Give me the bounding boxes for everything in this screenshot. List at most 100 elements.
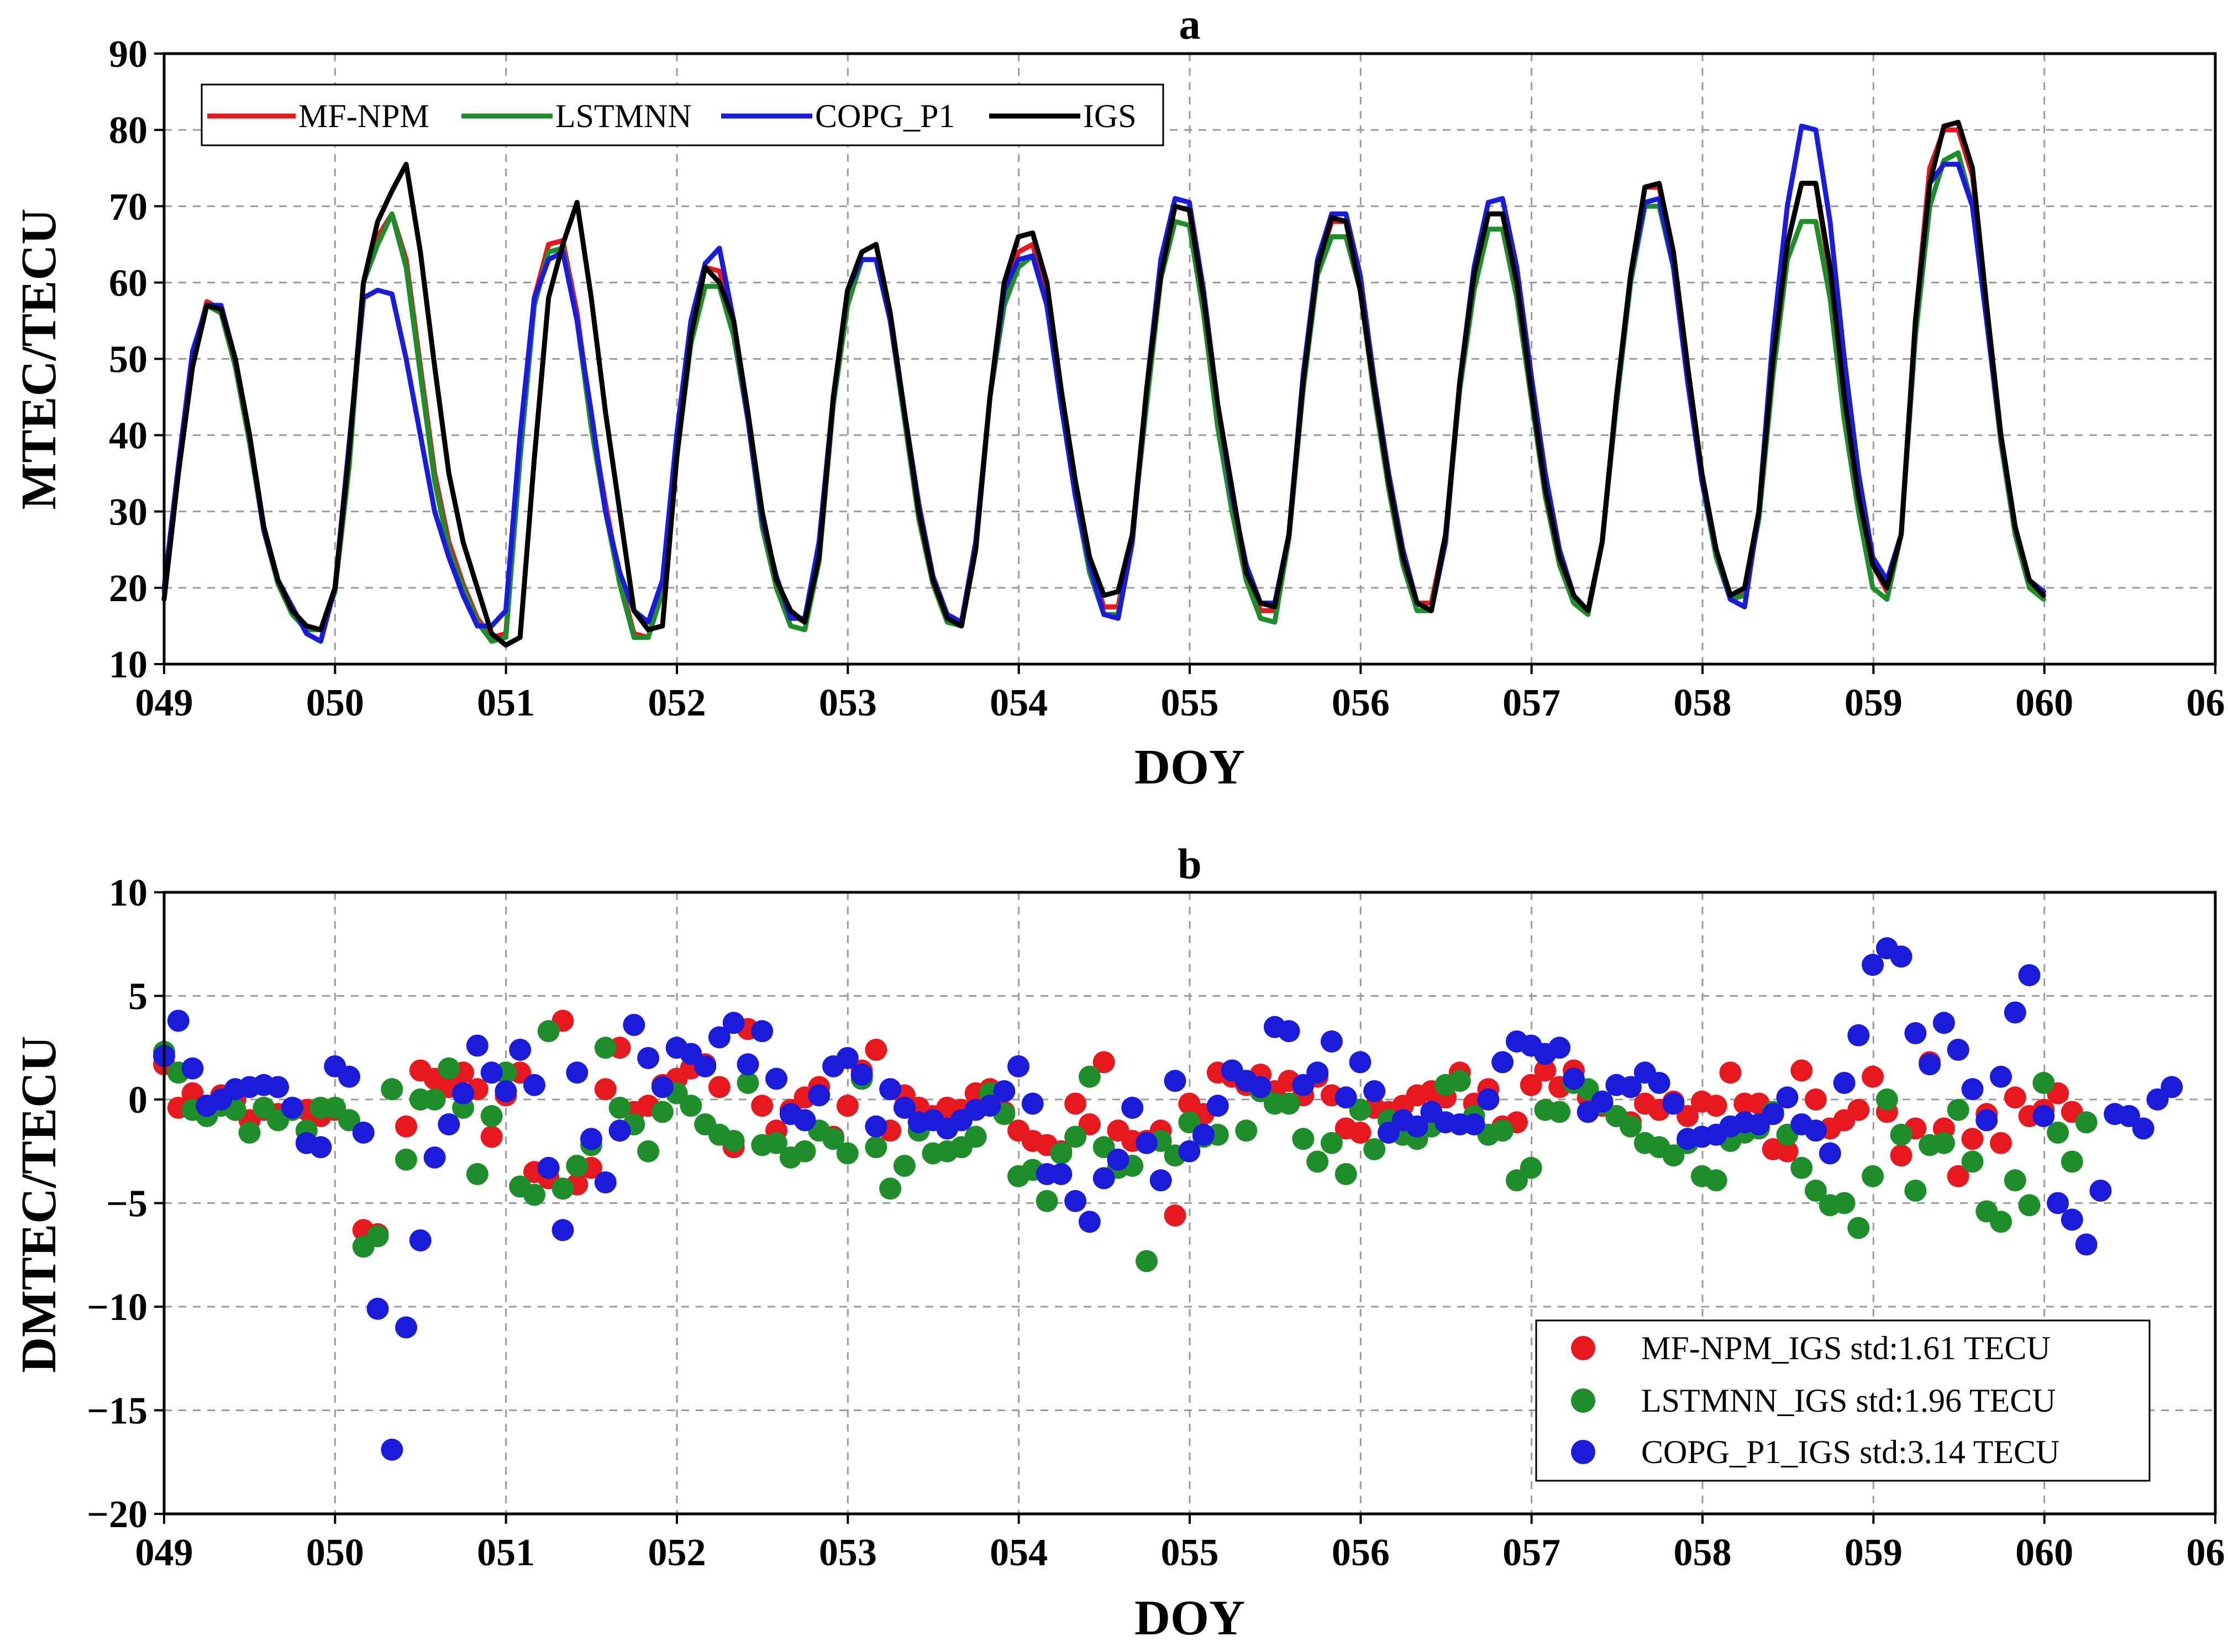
point-lstmnn-igs [1505, 1169, 1528, 1192]
a-xtick-label: 049 [135, 682, 193, 724]
point-mf-npm-igs [1078, 1113, 1101, 1135]
point-copg-p1-igs [267, 1076, 290, 1098]
panel-a-series [161, 119, 2046, 648]
point-copg-p1-igs [338, 1065, 360, 1088]
point-lstmnn-igs [1092, 1136, 1115, 1159]
point-lstmnn-igs [438, 1057, 460, 1080]
point-lstmnn-igs [1349, 1098, 1372, 1121]
point-copg-p1-igs [979, 1095, 1001, 1117]
point-lstmnn-igs [338, 1109, 360, 1132]
a-xtick-label: 060 [2015, 682, 2073, 724]
series-line-lstmnn [161, 150, 2046, 644]
point-lstmnn-igs [551, 1177, 574, 1200]
point-copg-p1-igs [2004, 1001, 2026, 1024]
point-copg-p1-igs [1136, 1132, 1158, 1154]
legend-label-igs: IGS [1083, 98, 1137, 134]
b-xtick-label: 050 [306, 1532, 364, 1574]
point-lstmnn-igs [2061, 1150, 2083, 1173]
a-ytick-label: 20 [109, 567, 148, 610]
point-lstmnn-igs [1306, 1150, 1329, 1173]
point-mf-npm-igs [1890, 1144, 1912, 1167]
point-lstmnn-igs [1334, 1163, 1357, 1185]
b-xtick-label: 054 [990, 1532, 1048, 1574]
point-copg-p1-igs [2075, 1233, 2098, 1256]
point-copg-p1-igs [850, 1064, 873, 1086]
point-lstmnn-igs [1947, 1098, 1969, 1121]
legend-marker-lstmnn-igs [1571, 1388, 1595, 1413]
point-copg-p1-igs [2047, 1192, 2069, 1214]
point-copg-p1-igs [352, 1122, 375, 1144]
point-copg-p1-igs [1192, 1123, 1215, 1146]
point-mf-npm-igs [594, 1078, 617, 1101]
point-lstmnn-igs [1278, 1092, 1300, 1115]
point-copg-p1-igs [1378, 1122, 1400, 1144]
point-copg-p1-igs [893, 1097, 916, 1119]
point-copg-p1-igs [580, 1128, 602, 1150]
point-lstmnn-igs [1178, 1111, 1201, 1134]
point-mf-npm-igs [1719, 1061, 1742, 1084]
point-lstmnn-igs [765, 1132, 787, 1154]
point-copg-p1-igs [765, 1067, 787, 1090]
a-xtick-label: 050 [306, 682, 364, 724]
b-ytick-label: −20 [87, 1493, 148, 1536]
point-copg-p1-igs [708, 1026, 731, 1049]
point-copg-p1-igs [1805, 1119, 1827, 1142]
point-copg-p1-igs [1306, 1061, 1329, 1084]
panel-b-title: b [1178, 840, 1201, 888]
point-copg-p1-igs [1164, 1070, 1186, 1092]
point-lstmnn-igs [523, 1183, 545, 1206]
point-lstmnn-igs [1136, 1250, 1158, 1272]
point-copg-p1-igs [1919, 1053, 1941, 1076]
a-ytick-label: 90 [109, 33, 148, 76]
panel-a-legend: MF-NPM LSTMNN COPG_P1 IGS [201, 83, 1164, 146]
point-lstmnn-igs [1890, 1123, 1912, 1146]
point-copg-p1-igs [608, 1119, 631, 1142]
point-lstmnn-igs [324, 1097, 346, 1119]
point-lstmnn-igs [1064, 1125, 1087, 1148]
b-xtick-label: 053 [819, 1532, 877, 1574]
panel-b-legend: MF-NPM_IGS std:1.61 TECU LSTMNN_IGS std:… [1535, 1319, 2151, 1482]
point-copg-p1-igs [509, 1039, 532, 1061]
b-ytick-label: 10 [109, 872, 148, 914]
point-copg-p1-igs [1990, 1065, 2012, 1088]
point-copg-p1-igs [1206, 1095, 1229, 1117]
point-lstmnn-igs [680, 1095, 702, 1117]
point-copg-p1-igs [1249, 1076, 1272, 1098]
point-copg-p1-igs [993, 1080, 1016, 1102]
panel-b-xlabel: DOY [1134, 1591, 1245, 1645]
point-lstmnn-igs [1805, 1180, 1827, 1202]
point-copg-p1-igs [1833, 1072, 1856, 1094]
point-lstmnn-igs [836, 1142, 859, 1165]
point-lstmnn-igs [1050, 1142, 1073, 1165]
point-lstmnn-igs [794, 1140, 816, 1162]
point-mf-npm-igs [1677, 1105, 1699, 1127]
point-copg-p1-igs [1334, 1086, 1357, 1109]
point-lstmnn-igs [1790, 1156, 1813, 1179]
point-lstmnn-igs [1862, 1165, 1884, 1187]
a-xtick-label: 055 [1161, 682, 1219, 724]
point-mf-npm-igs [1961, 1128, 1984, 1150]
a-xtick-label: 061 [2187, 682, 2228, 724]
point-lstmnn-igs [1990, 1211, 2012, 1233]
point-mf-npm-igs [1520, 1074, 1542, 1096]
point-lstmnn-igs [651, 1101, 674, 1123]
point-copg-p1-igs [1890, 945, 1912, 968]
point-lstmnn-igs [722, 1130, 745, 1152]
point-lstmnn-igs [1548, 1101, 1571, 1123]
point-mf-npm-igs [181, 1082, 204, 1104]
point-copg-p1-igs [2117, 1105, 2140, 1127]
a-xtick-label: 053 [819, 682, 877, 724]
point-lstmnn-igs [1235, 1119, 1258, 1142]
point-mf-npm-igs [1092, 1051, 1115, 1074]
b-ytick-label: −5 [106, 1183, 148, 1225]
b-xtick-label: 056 [1332, 1532, 1390, 1574]
point-copg-p1-igs [1947, 1039, 1969, 1061]
b-xtick-label: 058 [1674, 1532, 1732, 1574]
point-copg-p1-igs [2146, 1088, 2169, 1111]
point-copg-p1-igs [1847, 1024, 1870, 1046]
point-copg-p1-igs [737, 1053, 759, 1076]
point-copg-p1-igs [2161, 1076, 2183, 1098]
point-copg-p1-igs [1975, 1109, 1998, 1132]
point-lstmnn-igs [1448, 1070, 1471, 1092]
